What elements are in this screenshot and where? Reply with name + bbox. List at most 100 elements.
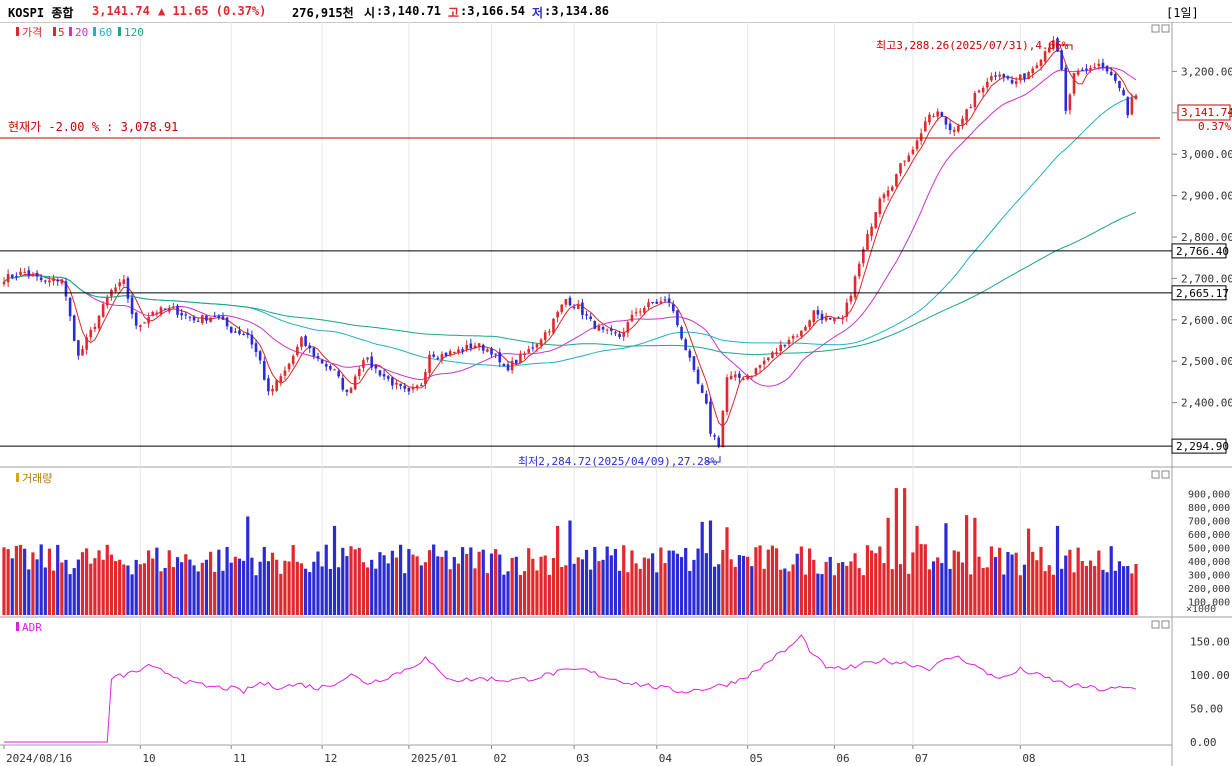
candle-body	[89, 329, 93, 338]
candle-body	[192, 317, 196, 321]
candle-body	[907, 155, 911, 162]
candle-body	[713, 435, 716, 437]
candle-body	[676, 310, 679, 326]
volume-bar	[589, 569, 593, 615]
x-tick-label: 07	[915, 752, 928, 765]
close-icon[interactable]	[1161, 620, 1170, 629]
grid	[139, 22, 1021, 745]
candle-body	[229, 326, 233, 333]
volume-bar	[175, 557, 180, 615]
ma60-line	[3, 95, 1137, 367]
volume-bar	[969, 574, 973, 615]
candle-body	[791, 336, 795, 339]
volume-bar	[324, 544, 328, 615]
volume-bar	[122, 564, 126, 615]
candle-body	[225, 317, 229, 327]
volume-bar	[812, 559, 816, 615]
candle-body	[510, 360, 514, 371]
volume-bar	[97, 550, 101, 615]
volume-bar	[725, 527, 729, 615]
candle-body	[271, 388, 274, 392]
volume-bar	[270, 552, 275, 615]
volume-bar	[460, 547, 465, 615]
volume-bar	[43, 567, 47, 615]
volume-bar	[18, 544, 23, 615]
volume-bar	[407, 549, 411, 615]
candle-body	[572, 307, 576, 309]
volume-bar	[510, 557, 514, 615]
volume-bar	[452, 557, 456, 615]
candle-body	[155, 312, 159, 314]
volume-bar	[568, 520, 572, 615]
candle-body	[506, 364, 510, 371]
volume-tick-label: 300,000	[1188, 571, 1230, 582]
adr-panel-buttons[interactable]	[1151, 620, 1170, 629]
period-selector[interactable]: [1일]	[1166, 6, 1199, 20]
price-panel-buttons[interactable]	[1151, 24, 1170, 33]
volume-bar	[196, 571, 200, 615]
candle-body	[357, 368, 361, 376]
candle-body	[196, 320, 200, 322]
volume-bar	[894, 488, 898, 615]
candle-body	[436, 357, 440, 359]
minimize-icon[interactable]	[1151, 620, 1160, 629]
candle-body	[19, 271, 22, 275]
volume-bar	[634, 563, 638, 615]
volume-panel-buttons[interactable]	[1151, 470, 1170, 479]
candle-body	[1043, 51, 1047, 62]
volume-bar	[180, 562, 184, 615]
candle-body	[911, 149, 915, 154]
volume-bar	[279, 573, 283, 615]
open-label: 시	[364, 6, 376, 20]
minimize-icon[interactable]	[1151, 470, 1160, 479]
volume-bar	[242, 560, 246, 615]
minimize-icon[interactable]	[1151, 24, 1160, 33]
volume-bar	[337, 567, 341, 615]
last-price-tag	[1177, 104, 1231, 121]
candle-body	[118, 282, 121, 287]
high-value: :3,166.54	[460, 4, 526, 18]
volume-bar	[1010, 554, 1014, 615]
volume-bar	[1113, 570, 1117, 615]
adr-tick-label: 100.00	[1190, 669, 1230, 682]
candle-body	[333, 369, 336, 371]
volume-bar	[188, 559, 192, 615]
volume-bar	[1055, 525, 1060, 615]
index-name[interactable]: KOSPI 종합	[8, 6, 74, 20]
candle-body	[985, 81, 989, 88]
candle-body	[812, 310, 816, 323]
volume-bar	[1126, 565, 1130, 615]
volume-bar	[799, 546, 803, 615]
candle-body	[758, 365, 762, 368]
volume-bar	[845, 565, 849, 615]
x-tick-label: 03	[576, 752, 589, 765]
volume-bar	[246, 516, 250, 615]
candle-body	[539, 339, 543, 346]
volume-bar	[444, 550, 448, 615]
volume-bar	[750, 566, 754, 615]
candle-body	[184, 314, 188, 316]
volume-bar	[1088, 560, 1093, 615]
low-label: 저	[532, 6, 544, 20]
volume-bar	[993, 556, 998, 615]
close-icon[interactable]	[1161, 470, 1170, 479]
volume-bar	[250, 557, 254, 615]
volume-bar	[907, 573, 911, 615]
close-icon[interactable]	[1161, 24, 1170, 33]
candle-body	[655, 301, 659, 304]
candle-body	[548, 331, 551, 333]
reference-line-label: 2,665.17	[1176, 287, 1229, 300]
candle-body	[1093, 67, 1096, 69]
candle-body	[519, 354, 522, 364]
volume-bar	[985, 567, 989, 615]
candle-body	[341, 378, 345, 390]
candle-body	[663, 299, 667, 301]
volume-tick-label: 700,000	[1188, 517, 1230, 528]
volume-bar	[522, 571, 527, 615]
ma120-line	[3, 211, 1137, 356]
volume-bar	[584, 549, 589, 615]
ma120-legend-swatch	[118, 27, 121, 36]
price-change: ▲ 11.65 (0.37%)	[158, 4, 267, 18]
volume-tick-label: 100,000	[1188, 598, 1230, 609]
